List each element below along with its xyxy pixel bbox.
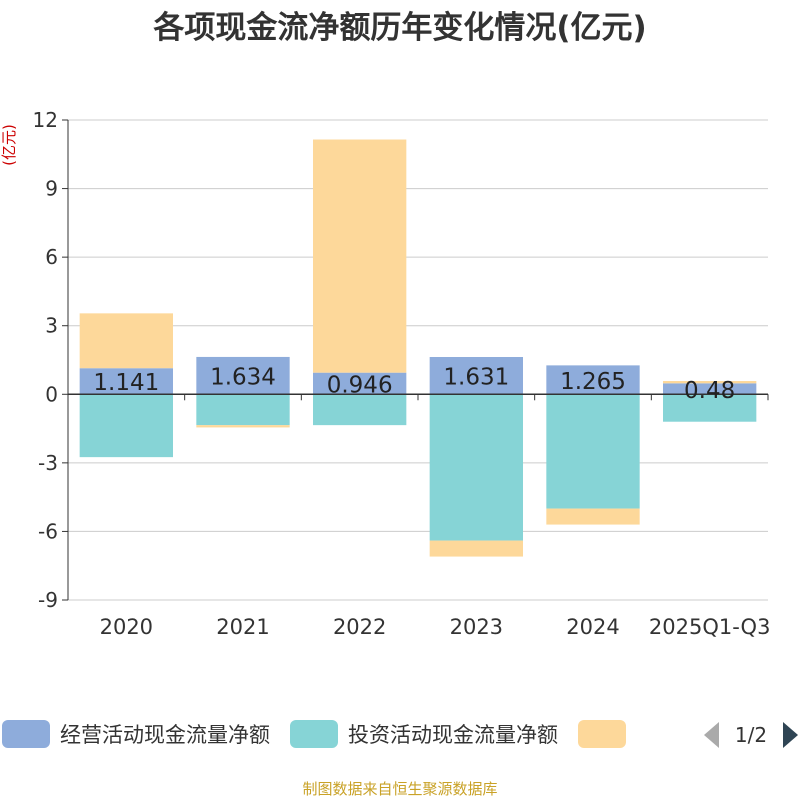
bar-series2-2023[interactable] (429, 394, 523, 541)
bar-series2-2025Q1-Q3[interactable] (663, 394, 757, 422)
legend-prev-icon[interactable] (704, 722, 719, 748)
bar-series3-2021[interactable] (196, 425, 290, 428)
legend-swatch-3[interactable] (578, 720, 626, 748)
y-tick-label: 0 (45, 382, 58, 406)
y-tick-label: -9 (38, 588, 58, 612)
bar-series3-2020[interactable] (79, 313, 173, 369)
bar-series2-2024[interactable] (546, 394, 640, 509)
bar-series2-2020[interactable] (79, 394, 173, 458)
x-tick-label: 2023 (450, 615, 503, 639)
y-axis-label: (亿元) (0, 124, 18, 166)
bar-series3-2023[interactable] (429, 540, 523, 557)
bar-series3-2024[interactable] (546, 508, 640, 525)
x-tick-label: 2022 (333, 615, 386, 639)
legend-label-1[interactable]: 经营活动现金流量净额 (60, 723, 270, 747)
legend-next-icon[interactable] (783, 722, 798, 748)
bar-series3-2022[interactable] (313, 139, 407, 373)
legend-label-2[interactable]: 投资活动现金流量净额 (348, 723, 558, 747)
bar-series1-2020[interactable] (79, 368, 173, 395)
bar-series2-2022[interactable] (313, 394, 407, 426)
legend-swatch-2[interactable] (290, 720, 338, 748)
bar-series1-2024[interactable] (546, 365, 640, 395)
bar-series3-2025Q1-Q3[interactable] (663, 381, 757, 384)
bar-series1-2021[interactable] (196, 356, 290, 395)
y-tick-label: 6 (45, 245, 58, 269)
data-label: 0.48 (684, 378, 735, 404)
data-label: 0.946 (327, 372, 393, 398)
source-note: 制图数据来自恒生聚源数据库 (302, 780, 498, 798)
chart-title: 各项现金流净额历年变化情况(亿元) (153, 10, 647, 46)
bar-series1-2025Q1-Q3[interactable] (663, 383, 757, 395)
y-tick-label: -3 (38, 451, 58, 475)
data-label: 1.265 (560, 369, 626, 395)
data-label: 1.631 (443, 365, 509, 391)
y-tick-label: 9 (45, 177, 58, 201)
legend-page-indicator: 1/2 (735, 723, 767, 747)
y-tick-label: 12 (33, 108, 58, 132)
data-label: 1.141 (93, 370, 159, 396)
x-tick-label: 2021 (216, 615, 269, 639)
bar-series1-2023[interactable] (429, 357, 523, 395)
y-tick-label: 3 (45, 314, 58, 338)
x-tick-label: 2020 (100, 615, 153, 639)
bar-series2-2021[interactable] (196, 394, 290, 426)
bar-series1-2022[interactable] (313, 372, 407, 395)
data-label: 1.634 (210, 365, 276, 391)
x-tick-label: 2024 (566, 615, 619, 639)
x-tick-label: 2025Q1-Q3 (649, 615, 771, 639)
y-tick-label: -6 (38, 519, 58, 543)
legend-swatch-1[interactable] (2, 720, 50, 748)
